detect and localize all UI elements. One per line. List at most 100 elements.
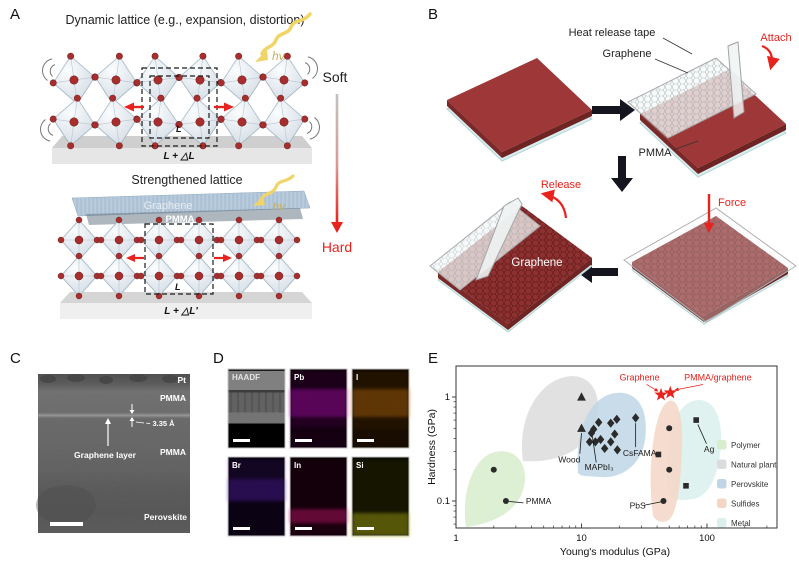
panel-d: HAADF Pb I [210, 345, 420, 560]
hv-label-bottom: hν [273, 201, 285, 213]
graphene-layer-label: Graphene layer [74, 450, 137, 460]
soft-hard-arrow: Soft Hard [322, 69, 352, 255]
map-label: I [356, 373, 358, 382]
graphene-layer-arrow [105, 418, 111, 446]
svg-text:PMMA/graphene: PMMA/graphene [684, 373, 752, 383]
graphene-film-label: Graphene [511, 257, 562, 269]
expanded-l-label: L + △L [163, 151, 194, 162]
map-label: Si [356, 461, 364, 470]
svg-text:100: 100 [699, 533, 715, 544]
panel-a-title-bottom: Strengthened lattice [131, 173, 242, 187]
svg-text:Ag: Ag [704, 444, 715, 454]
svg-text:10: 10 [576, 533, 587, 544]
tem-image: Pt PMMA ~ 3.35 Å Graphene layer PMMA Per… [36, 374, 190, 533]
map-pb: Pb [289, 368, 348, 449]
pmma-layer-label: PMMA [165, 214, 194, 225]
region-polymer [464, 451, 526, 527]
vibration-arcs [40, 56, 320, 142]
svg-text:PMMA: PMMA [526, 496, 552, 506]
material-regions [464, 376, 722, 527]
legend: Polymer Natural plant Perovskite Sulfides Me… [717, 440, 777, 528]
map-in: In [289, 456, 348, 537]
photon-arrow-bottom: hν [253, 174, 295, 213]
lifted-tape [429, 197, 541, 291]
panel-b-illustration: Heat release tape Graphene Attach PMMA F… [429, 27, 797, 333]
panel-b: Heat release tape Graphene Attach PMMA F… [420, 0, 799, 345]
panel-a-illustration: Dynamic lattice (e.g., expansion, distor… [40, 12, 352, 319]
tape-flap-release [475, 197, 523, 281]
tape-flap [727, 41, 745, 119]
step4-release: Graphene Release [429, 179, 593, 333]
process-arrow-down [611, 156, 633, 192]
svg-text:Natural plant: Natural plant [731, 461, 777, 470]
map-si: Si [351, 456, 410, 537]
release-label: Release [541, 179, 581, 191]
support-slab-bottom [60, 292, 312, 319]
release-arrow [540, 189, 568, 219]
panel-b-letter: B [428, 6, 439, 23]
map-haadf: HAADF [227, 368, 286, 449]
force-label: Force [718, 197, 746, 209]
map-scalebar [233, 527, 250, 530]
photon-arrow-top: hν [255, 12, 312, 63]
map-label: Br [232, 461, 241, 470]
graphene-sheet-label: Graphene [144, 200, 193, 212]
svg-text:1: 1 [453, 533, 458, 544]
svg-text:MAPbI₃: MAPbI₃ [585, 462, 614, 472]
pmma-top-label: PMMA [160, 393, 186, 403]
panel-c-letter: C [10, 350, 21, 367]
map-scalebar [233, 439, 250, 442]
step3-force: Force [623, 194, 797, 325]
spacing-label: ~ 3.35 Å [146, 419, 175, 428]
expansion-arrows-bottom [126, 254, 232, 262]
map-scalebar [357, 527, 374, 530]
pmma-label-b: PMMA [639, 147, 673, 159]
panel-e-letter: E [428, 350, 439, 367]
heat-release-tape-label: Heat release tape [569, 27, 656, 39]
scale-bar [50, 522, 83, 526]
soft-label: Soft [323, 69, 348, 85]
panel-a: Dynamic lattice (e.g., expansion, distor… [0, 0, 420, 345]
panel-e: 1 10 100 0.1 1 PMMA Wood MAPbI₃ CsFAMA PbS Ag Grap… [425, 345, 799, 560]
process-arrow-right [592, 99, 635, 121]
unit-l2-label: L [175, 282, 181, 292]
map-i: I [351, 368, 410, 449]
hard-label: Hard [322, 239, 352, 255]
axis-ticks: 1 10 100 0.1 1 [437, 392, 768, 544]
graphene-label-b: Graphene [603, 48, 652, 60]
map-scalebar [295, 527, 312, 530]
svg-text:Sulfides: Sulfides [731, 500, 759, 509]
svg-text:Wood: Wood [558, 454, 580, 464]
spacing-arrows [129, 404, 145, 427]
map-scalebar [295, 439, 312, 442]
svg-text:1: 1 [445, 392, 450, 403]
map-label: Pb [294, 373, 304, 382]
map-label: HAADF [232, 373, 260, 382]
svg-text:Polymer: Polymer [731, 441, 761, 450]
step2-attach: Heat release tape Graphene Attach PMMA [569, 27, 792, 178]
panel-d-letter: D [213, 350, 224, 367]
eds-maps: HAADF Pb I [227, 368, 410, 537]
svg-text:0.1: 0.1 [437, 496, 450, 507]
plot-frame [455, 365, 778, 529]
unit-cell-box-bottom: L L + △L' [144, 223, 214, 317]
panel-c: Pt PMMA ~ 3.35 Å Graphene layer PMMA Per… [32, 370, 192, 538]
panel-a-letter: A [10, 6, 21, 23]
map-br: Br [227, 456, 286, 537]
svg-text:Graphene: Graphene [620, 373, 660, 383]
attach-arrow [761, 44, 780, 71]
y-axis-label: Hardness (GPa) [426, 409, 438, 485]
region-perovskite [577, 392, 646, 478]
svg-text:PbS: PbS [630, 500, 646, 510]
attach-label: Attach [760, 32, 791, 44]
region-sulfides [650, 400, 683, 522]
annotations: PMMA Wood MAPbI₃ CsFAMA PbS Ag Graphene PMMA/gr… [509, 373, 752, 510]
perovskite-label: Perovskite [144, 512, 187, 522]
hardness-modulus-chart: 1 10 100 0.1 1 PMMA Wood MAPbI₃ CsFAMA PbS Ag Grap… [426, 365, 778, 558]
pmma-layer: PMMA [86, 208, 303, 225]
x-axis-label: Young's modulus (GPa) [560, 546, 670, 558]
svg-text:Perovskite: Perovskite [731, 480, 769, 489]
pmma-mid-label: PMMA [160, 447, 186, 457]
heat-release-tape [627, 41, 757, 139]
